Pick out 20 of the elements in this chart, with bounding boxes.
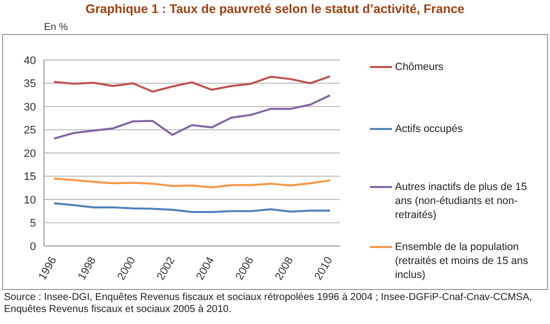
y-tick-label: 30 [24, 101, 36, 114]
legend-label: Chômeurs [395, 60, 444, 74]
line-series [53, 94, 331, 140]
legend-label: Autres inactifs de plus de 15 ans (non-étudiants et non-retraités) [395, 180, 528, 222]
line-series [53, 75, 331, 93]
y-tick-label: 0 [30, 240, 36, 253]
legend-label: Ensemble de la population (retraités et moins de 15 ans inclus) [395, 240, 530, 282]
line-series [53, 178, 331, 188]
y-tick-label: 25 [24, 124, 36, 137]
y-tick-label: 10 [24, 194, 36, 206]
y-axis-title: En % [44, 22, 68, 33]
y-tick-label: 15 [24, 171, 36, 184]
chart-title: Graphique 1 : Taux de pauvreté selon le statut d’activité, France [84, 2, 466, 16]
y-tick-label: 20 [24, 148, 36, 160]
line-series [53, 202, 331, 214]
y-tick-label: 40 [24, 54, 36, 67]
source-note: Source : Insee-DGI, Enquêtes Revenus fiscaux et sociaux rétropolées 1996 à 2004 ; Insee-DGFiP-Cnaf-Cnav-CCMSA, Enquêtes Revenus fiscaux et sociaux 2005 à 2010. [4, 292, 534, 316]
legend-label: Actifs occupés [395, 122, 463, 136]
y-tick-label: 5 [30, 218, 36, 230]
y-tick-label: 35 [24, 78, 36, 90]
